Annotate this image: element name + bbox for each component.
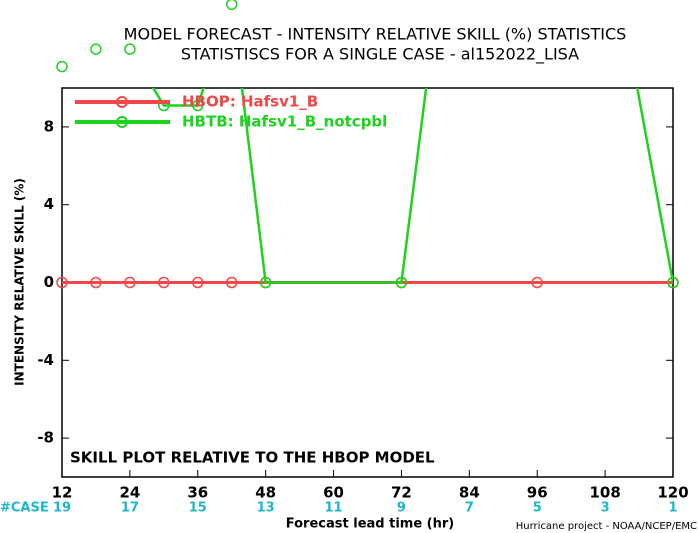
x-tick-label: 108 [589,484,620,502]
x-tick-label: 120 [657,484,688,502]
legend-label: HBOP: Hafsv1_B [182,93,318,111]
case-count: 15 [189,501,207,516]
case-count: 19 [53,501,71,516]
series-marker [395,276,408,289]
legend-marker [116,116,128,128]
y-tick-label: -8 [37,429,54,447]
x-tick-label: 12 [52,484,73,502]
y-axis-label: INTENSITY RELATIVE SKILL (%) [13,178,27,386]
y-tick-label: 8 [44,117,54,135]
annotation: SKILL PLOT RELATIVE TO THE HBOP MODEL [70,449,435,467]
series-marker [192,276,204,289]
series-marker [158,276,170,289]
y-tick-label: -4 [37,351,54,369]
case-label: #CASE [0,501,49,516]
case-count: 11 [325,501,343,516]
series-marker [667,276,679,289]
x-tick-label: 60 [323,484,344,502]
case-count: 5 [533,501,542,516]
case-count: 3 [601,501,610,516]
x-tick-label: 24 [119,484,140,502]
x-tick-label: 84 [459,484,480,502]
series-marker [531,276,543,289]
credit: Hurricane project - NOAA/NCEP/EMC [516,521,697,532]
x-axis-label: Forecast lead time (hr) [286,517,454,532]
series-marker [192,99,204,112]
case-count: 9 [397,501,406,516]
series-marker [259,276,272,289]
series-marker [124,276,136,289]
series-marker [124,43,136,55]
series-marker [225,276,238,289]
y-tick-label: 0 [44,273,54,291]
case-count: 13 [257,501,275,516]
case-count: 7 [465,501,474,516]
plot-layer: -8-4048121924173615481360117298479651083… [37,0,689,516]
x-tick-label: 72 [391,484,412,502]
legend-label: HBTB: Hafsv1_B_notcpbl [182,113,387,131]
case-count: 1 [668,501,677,516]
x-tick-label: 96 [527,484,548,502]
x-tick-label: 48 [255,484,276,502]
case-count: 17 [121,501,139,516]
series-marker [90,43,102,55]
x-tick-label: 36 [187,484,208,502]
series-marker [90,276,102,289]
series-marker [56,276,68,289]
legend-marker [116,96,128,108]
chart-title: MODEL FORECAST - INTENSITY RELATIVE SKIL… [124,25,627,44]
chart-subtitle: STATISTISCS FOR A SINGLE CASE - al152022… [181,45,579,65]
y-tick-label: 4 [44,195,54,213]
series-marker [56,60,68,73]
series-marker [225,0,238,11]
